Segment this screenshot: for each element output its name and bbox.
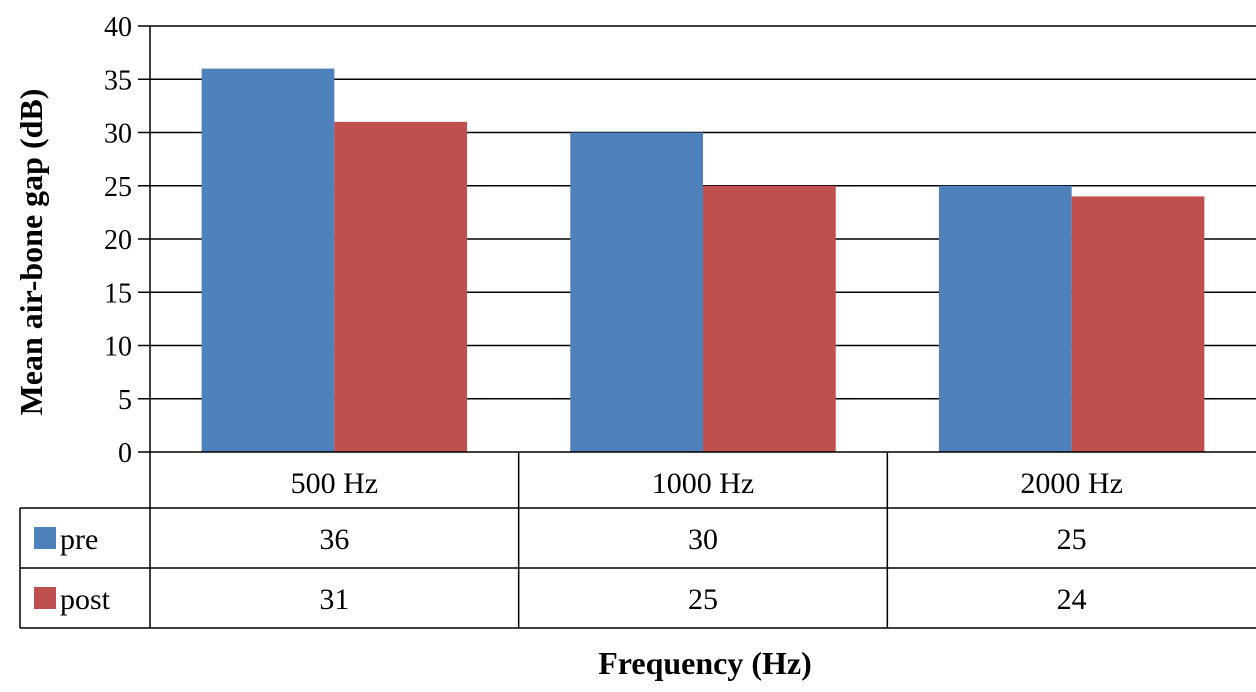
data-table: 500 Hz 1000 Hz 2000 Hz pre 36 30 25 post 31 25 24 (19, 452, 1256, 629)
y-tick-label: 40 (104, 12, 132, 43)
legend-key-post (34, 587, 56, 609)
axes: 0 5 10 15 20 25 30 35 40 (104, 12, 1256, 469)
y-tick-label: 10 (104, 332, 132, 363)
y-tick-label: 20 (104, 225, 132, 256)
bars (201, 68, 1205, 452)
data-label: 24 (1057, 583, 1087, 616)
y-tick-label: 5 (118, 385, 132, 416)
y-axis-title: Mean air-bone gap (dB) (13, 89, 49, 416)
data-label: 31 (319, 583, 349, 616)
bar-post-2 (1071, 196, 1205, 452)
bar-post-1 (703, 185, 836, 452)
bar-pre-2 (938, 185, 1072, 452)
data-label: 36 (319, 523, 349, 556)
legend-key-pre (34, 527, 56, 549)
data-label: 25 (1057, 523, 1087, 556)
bar-post-0 (334, 121, 468, 452)
x-axis-title: Frequency (Hz) (598, 645, 812, 681)
data-label: 30 (688, 523, 718, 556)
y-tick-label: 15 (104, 278, 132, 309)
y-tick-label: 25 (104, 172, 132, 203)
data-label: 25 (688, 583, 718, 616)
y-tick-label: 30 (104, 119, 132, 150)
y-tick-label: 0 (118, 438, 132, 469)
bar-pre-0 (201, 68, 335, 452)
legend-label-pre: pre (60, 523, 98, 556)
legend-label-post: post (60, 583, 111, 616)
bar-pre-1 (570, 132, 703, 452)
category-label: 500 Hz (291, 467, 378, 500)
y-tick-label: 35 (104, 65, 132, 96)
category-label: 2000 Hz (1020, 467, 1122, 500)
category-label: 1000 Hz (652, 467, 754, 500)
